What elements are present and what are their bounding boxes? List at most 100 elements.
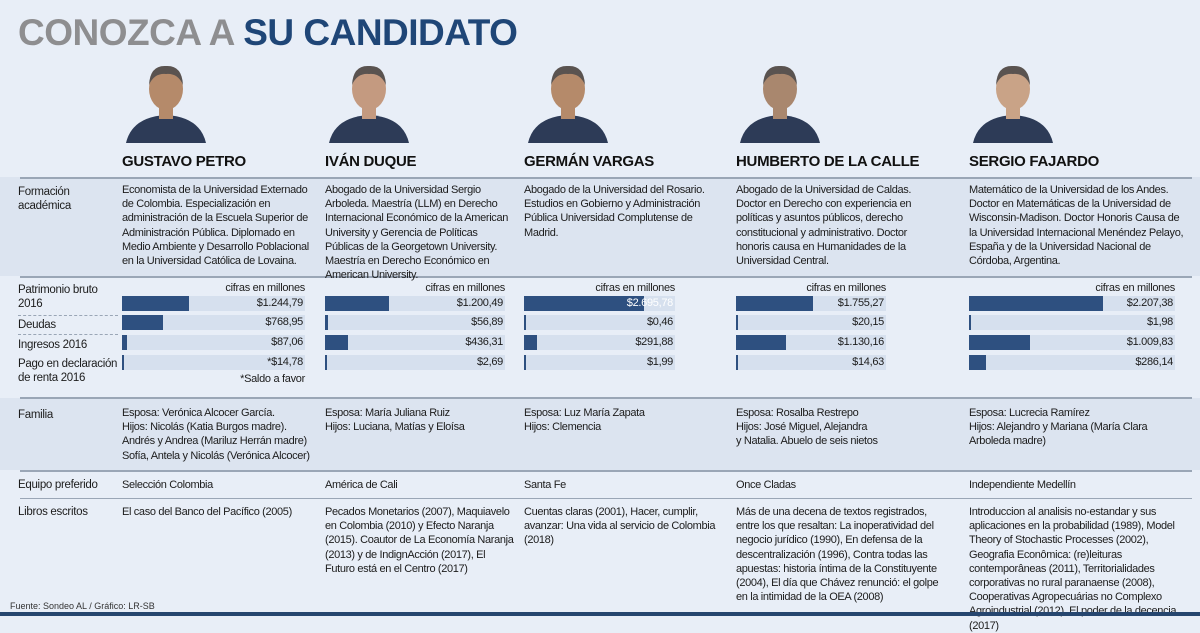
value-pago: $14,63 [852,356,884,368]
bar-track-deudas: $0,46 [524,315,675,330]
bar-track-patrimonio: $1.200,49 [325,296,505,311]
footnote-saldo: *Saldo a favor [240,373,305,385]
bar-patrimonio [524,296,644,311]
value-ingresos: $1.009,83 [1126,336,1174,348]
familia-text: Esposa: Luz María Zapata Hijos: Clemenci… [524,407,645,434]
candidate-photo [122,55,210,143]
divider [20,498,1192,499]
bar-track-pago: *$14,78 [122,355,305,370]
value-patrimonio: $1.755,27 [837,297,885,309]
bar-track-ingresos: $87,06 [122,335,305,350]
candidate-photo [969,55,1057,143]
label-equipo: Equipo preferido [18,479,98,491]
candidate-name: GUSTAVO PETRO [122,153,246,170]
bar-patrimonio [325,296,389,311]
page-title: CONOZCA A SU CANDIDATO [18,12,518,53]
familia-text: Esposa: Lucrecia Ramírez Hijos: Alejandr… [969,407,1148,448]
bottom-rule [0,612,1200,616]
value-patrimonio: $2.695,78 [626,297,674,309]
familia-band [0,398,1200,470]
bar-ingresos [325,335,349,350]
bar-track-pago: $14,63 [736,355,886,370]
value-pago: *$14,78 [267,356,303,368]
bar-track-deudas: $1,98 [969,315,1175,330]
value-deudas: $56,89 [471,316,503,328]
bar-track-ingresos: $291,88 [524,335,675,350]
bar-patrimonio [736,296,814,311]
bar-track-pago: $286,14 [969,355,1175,370]
candidate-name: HUMBERTO DE LA CALLE [736,153,920,170]
value-ingresos: $87,06 [271,336,303,348]
equipo-text: Once Cladas [736,479,796,491]
bar-pago [524,355,526,370]
value-deudas: $768,95 [265,316,303,328]
equipo-text: América de Cali [325,479,398,491]
bar-ingresos [524,335,537,350]
value-deudas: $1,98 [1146,316,1173,328]
bar-track-deudas: $56,89 [325,315,505,330]
divider [20,177,1192,179]
divider [20,276,1192,278]
value-patrimonio: $1.244,79 [256,297,304,309]
value-ingresos: $436,31 [465,336,503,348]
label-pago: Pago en declaración de renta 2016 [18,358,118,384]
candidate-name: SERGIO FAJARDO [969,153,1099,170]
value-ingresos: $291,88 [635,336,673,348]
bar-patrimonio [969,296,1103,311]
bar-ingresos [969,335,1031,350]
value-deudas: $0,46 [646,316,673,328]
formacion-text: Economista de la Universidad Externado d… [122,184,309,268]
label-familia: Familia [18,409,53,421]
bar-deudas [524,315,526,330]
divider [18,315,118,316]
candidate-name: GERMÁN VARGAS [524,153,654,170]
divider [20,397,1192,399]
label-libros: Libros escritos [18,506,88,518]
libros-text: Más de una decena de textos registrados,… [736,506,939,604]
familia-text: Esposa: María Juliana Ruiz Hijos: Lucian… [325,407,465,434]
unit-label: cifras en millones [595,282,675,294]
candidate-name: IVÁN DUQUE [325,153,417,170]
value-pago: $2,69 [476,356,503,368]
source-note: Fuente: Sondeo AL / Gráfico: LR-SB [10,601,155,611]
value-ingresos: $1.130,16 [837,336,885,348]
bar-deudas [736,315,738,330]
label-formacion: Formación académica [18,186,71,212]
bar-deudas [122,315,164,330]
bar-track-ingresos: $436,31 [325,335,505,350]
familia-text: Esposa: Rosalba Restrepo Hijos: José Mig… [736,407,878,448]
value-pago: $1,99 [646,356,673,368]
bar-track-pago: $2,69 [325,355,505,370]
formacion-band [0,177,1200,276]
divider [20,470,1192,472]
formacion-text: Abogado de la Universidad del Rosario. E… [524,184,705,239]
bar-pago [122,355,124,370]
bar-track-patrimonio: $1.755,27 [736,296,886,311]
bar-ingresos [736,335,786,350]
formacion-text: Abogado de la Universidad Sergio Arboled… [325,184,508,282]
divider [18,334,118,335]
formacion-text: Matemático de la Universidad de los Ande… [969,184,1184,268]
candidate-photo [736,55,824,143]
unit-label: cifras en millones [225,282,305,294]
equipo-text: Independiente Medellín [969,479,1076,491]
value-deudas: $20,15 [852,316,884,328]
bar-pago [325,355,327,370]
bar-track-patrimonio: $1.244,79 [122,296,305,311]
bar-pago [736,355,738,370]
value-patrimonio: $2.207,38 [1126,297,1174,309]
bar-track-pago: $1,99 [524,355,675,370]
bar-deudas [969,315,971,330]
label-ingresos: Ingresos 2016 [18,339,87,351]
bar-deudas [325,315,328,330]
value-pago: $286,14 [1135,356,1173,368]
bar-track-deudas: $768,95 [122,315,305,330]
bar-track-ingresos: $1.130,16 [736,335,886,350]
bar-track-deudas: $20,15 [736,315,886,330]
bar-patrimonio [122,296,189,311]
libros-text: Introduccion al analisis no-estandar y s… [969,506,1176,632]
equipo-text: Santa Fe [524,479,566,491]
label-patrimonio: Patrimonio bruto 2016 [18,284,98,310]
value-patrimonio: $1.200,49 [456,297,504,309]
libros-text: Pecados Monetarios (2007), Maquiavelo en… [325,506,514,575]
